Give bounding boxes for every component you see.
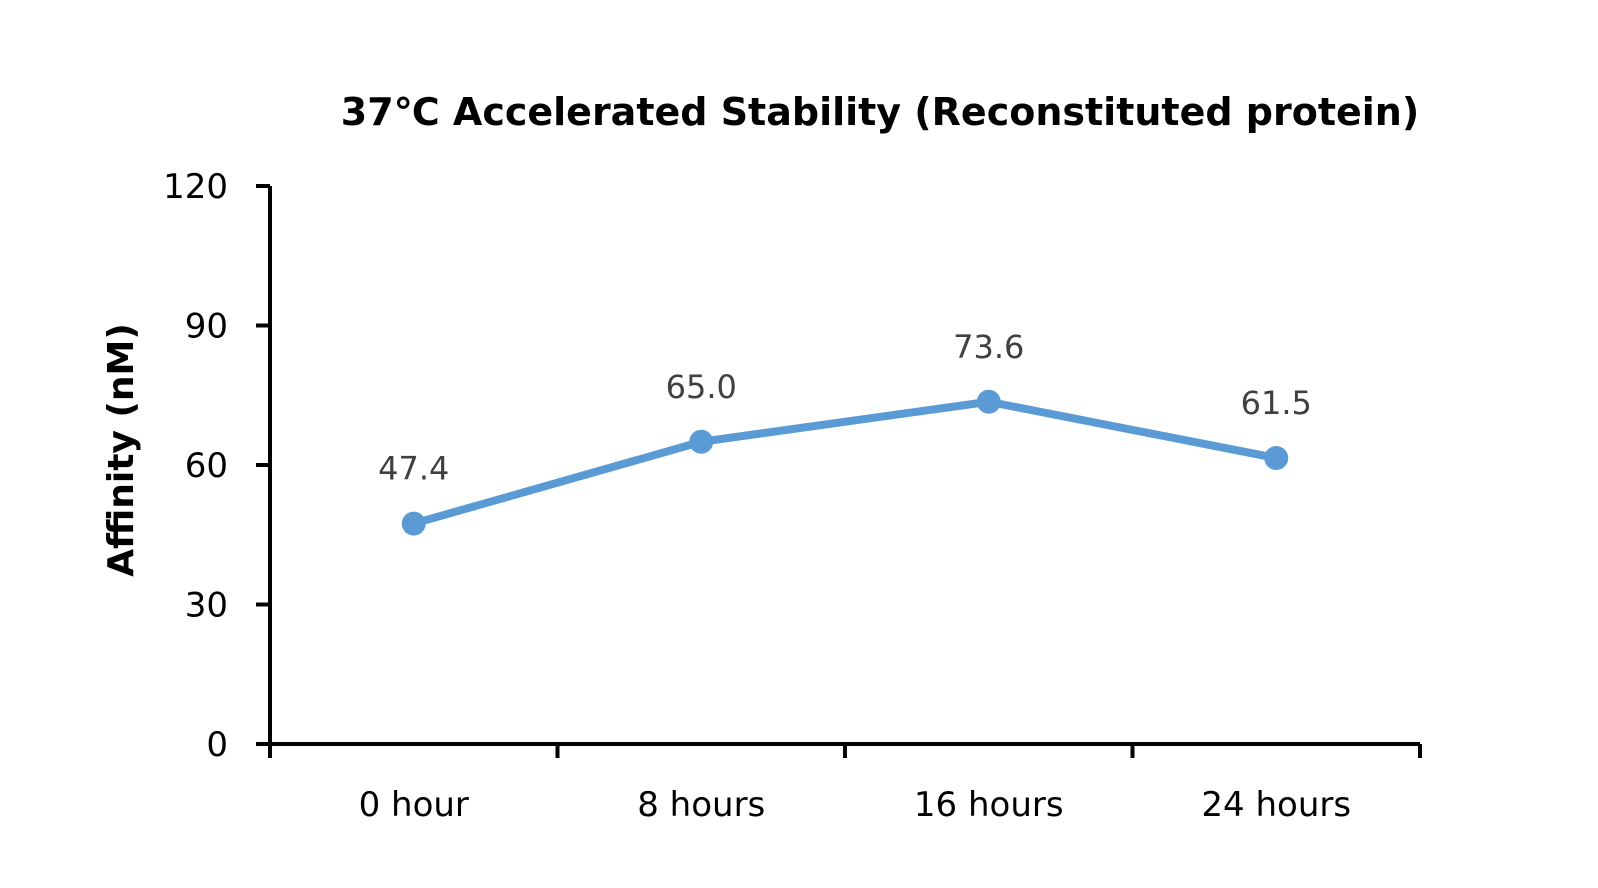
axes xyxy=(256,186,1420,758)
series-line xyxy=(409,397,1281,528)
data-point xyxy=(689,429,714,454)
y-tick-label: 30 xyxy=(185,586,228,626)
x-tick-label: 8 hours xyxy=(637,785,765,825)
x-tick-label: 16 hours xyxy=(914,785,1064,825)
y-tick-label: 120 xyxy=(163,167,228,207)
x-axis-ticks: 0 hour 8 hours 16 hours 24 hours xyxy=(268,744,1422,825)
data-point xyxy=(1264,446,1289,471)
chart-title: 37℃ Accelerated Stability (Reconstituted… xyxy=(341,90,1419,134)
y-axis-ticks: 0 30 60 90 120 xyxy=(163,167,270,765)
x-tick-label: 24 hours xyxy=(1201,785,1351,825)
data-label: 73.6 xyxy=(953,328,1024,366)
y-tick-label: 0 xyxy=(206,725,228,765)
data-point xyxy=(976,389,1001,414)
data-label: 47.4 xyxy=(378,450,449,488)
y-axis-label: Affinity (nM) xyxy=(101,323,142,577)
y-tick-label: 60 xyxy=(185,446,228,486)
data-label: 61.5 xyxy=(1241,384,1312,422)
series-layer: 47.4 65.0 73.6 61.5 xyxy=(378,328,1312,536)
y-tick-label: 90 xyxy=(185,307,228,347)
data-point xyxy=(401,511,426,536)
data-label: 65.0 xyxy=(666,368,737,406)
x-tick-label: 0 hour xyxy=(359,785,469,825)
